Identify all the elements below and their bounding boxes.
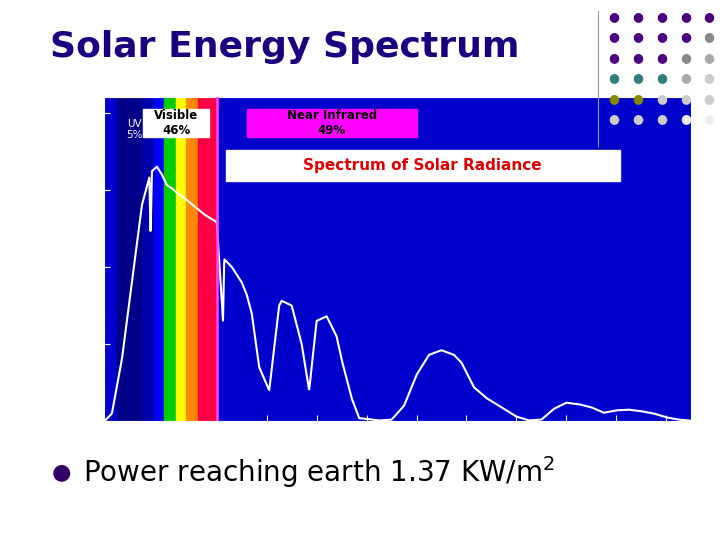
- Text: Near Infrared
49%: Near Infrared 49%: [287, 109, 377, 137]
- Text: ●: ●: [703, 51, 715, 64]
- Text: Solar Energy Spectrum: Solar Energy Spectrum: [50, 30, 520, 64]
- Text: ●: ●: [680, 92, 691, 105]
- Text: ●: ●: [680, 30, 691, 43]
- Text: ●: ●: [608, 71, 620, 84]
- FancyBboxPatch shape: [247, 109, 417, 137]
- Text: ●: ●: [608, 30, 620, 43]
- Text: ●: ●: [608, 92, 620, 105]
- Text: ●: ●: [608, 51, 620, 64]
- Bar: [186, 97, 198, 421]
- Text: ●: ●: [680, 10, 691, 23]
- Text: ●: ●: [680, 51, 691, 64]
- Text: Spectrum of Solar Radiance: Spectrum of Solar Radiance: [303, 158, 542, 173]
- Text: ●: ●: [608, 10, 620, 23]
- Text: ●: ●: [656, 71, 667, 84]
- Text: ●: ●: [632, 30, 644, 43]
- Bar: [154, 97, 164, 421]
- Text: ●: ●: [680, 71, 691, 84]
- Text: ●: ●: [656, 112, 667, 125]
- Text: ●: ●: [656, 10, 667, 23]
- Text: ●: ●: [632, 112, 644, 125]
- X-axis label: Wavelength [micrometer]: Wavelength [micrometer]: [307, 442, 488, 455]
- FancyBboxPatch shape: [143, 109, 210, 137]
- Text: ●: ●: [656, 30, 667, 43]
- Text: ●: ●: [632, 10, 644, 23]
- Text: ●: ●: [52, 462, 71, 483]
- Text: ●: ●: [703, 112, 715, 125]
- Text: ●: ●: [680, 112, 691, 125]
- Text: ●: ●: [703, 92, 715, 105]
- Bar: [142, 97, 154, 421]
- Bar: [198, 97, 217, 421]
- Text: ●: ●: [703, 71, 715, 84]
- Bar: [164, 97, 176, 421]
- Text: ●: ●: [656, 51, 667, 64]
- Text: Power reaching earth 1.37 KW/m$^2$: Power reaching earth 1.37 KW/m$^2$: [83, 455, 554, 490]
- Y-axis label: Solar Energy Intensity [W m-2 micrometer-1]: Solar Energy Intensity [W m-2 micrometer…: [57, 126, 67, 392]
- Text: ●: ●: [703, 30, 715, 43]
- Text: ●: ●: [632, 71, 644, 84]
- Bar: [176, 97, 186, 421]
- FancyBboxPatch shape: [225, 150, 620, 180]
- Text: UV
5%: UV 5%: [126, 119, 143, 140]
- Text: Visible
46%: Visible 46%: [154, 109, 198, 137]
- Text: ●: ●: [656, 92, 667, 105]
- Text: ●: ●: [703, 10, 715, 23]
- Text: ●: ●: [608, 112, 620, 125]
- Bar: [117, 97, 142, 421]
- Text: ●: ●: [632, 92, 644, 105]
- Text: ●: ●: [632, 51, 644, 64]
